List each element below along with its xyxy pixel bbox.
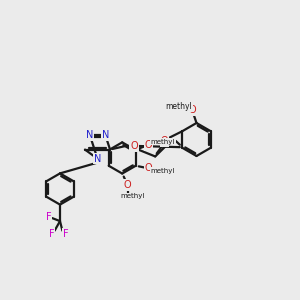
- Text: methyl: methyl: [166, 102, 193, 111]
- Text: methyl: methyl: [121, 193, 145, 199]
- Text: O: O: [145, 163, 152, 173]
- Text: N: N: [86, 130, 93, 140]
- Text: F: F: [63, 229, 68, 239]
- Text: F: F: [49, 229, 54, 239]
- Text: N: N: [94, 154, 101, 164]
- Text: O: O: [145, 140, 152, 150]
- Text: methyl: methyl: [151, 167, 175, 173]
- Text: O: O: [188, 105, 196, 116]
- Text: O: O: [124, 180, 131, 190]
- Text: O: O: [161, 136, 169, 146]
- Text: O: O: [130, 141, 138, 151]
- Text: N: N: [102, 130, 109, 140]
- Text: methyl: methyl: [151, 139, 175, 145]
- Text: F: F: [46, 212, 51, 223]
